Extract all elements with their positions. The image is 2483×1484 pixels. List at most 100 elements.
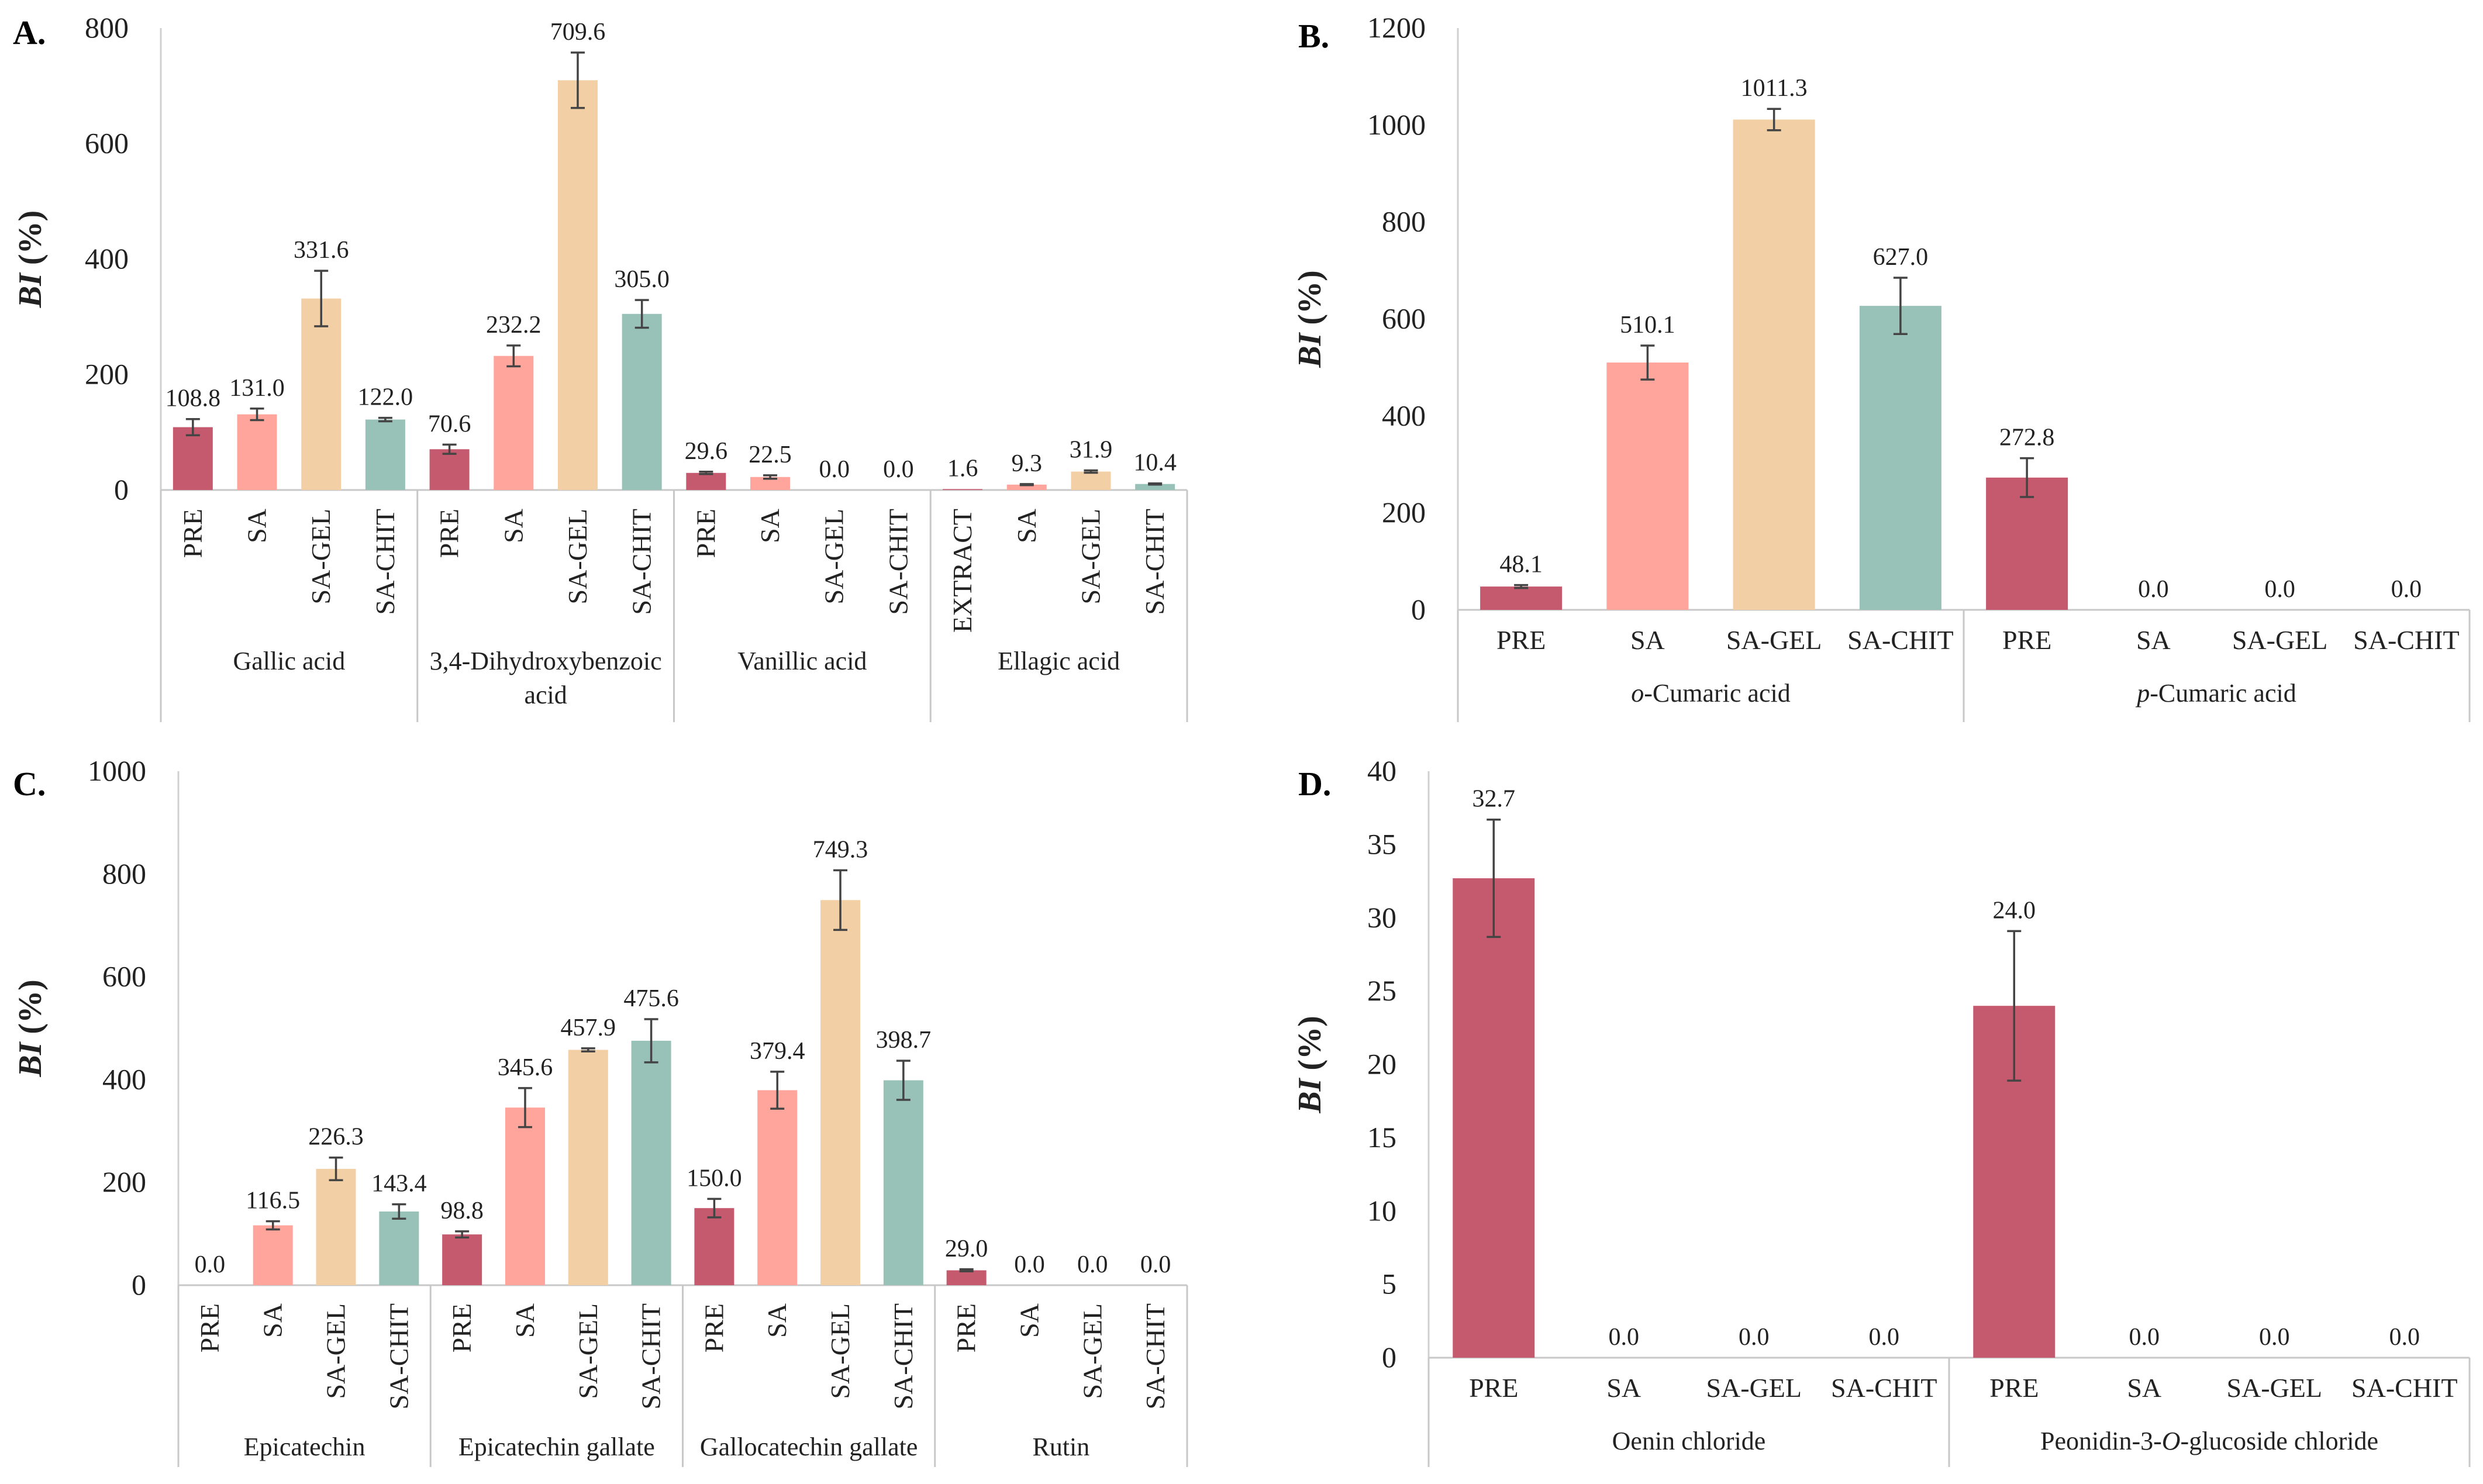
- a-value-label: 29.6: [685, 438, 728, 465]
- c-bar: [316, 1169, 356, 1285]
- b-y-tick-label: 200: [1382, 496, 1426, 529]
- a-bar: [494, 356, 534, 490]
- a-bar: [365, 419, 405, 490]
- a-tick-label: SA: [242, 509, 272, 543]
- d-value-label: 0.0: [1609, 1324, 1640, 1351]
- c-tick-label: SA-GEL: [1077, 1303, 1107, 1399]
- a-bar: [622, 313, 662, 490]
- c-tick-label: SA-CHIT: [636, 1303, 666, 1409]
- d-group-label-part: O: [2162, 1427, 2181, 1455]
- b-y-tick-label: 600: [1382, 302, 1426, 335]
- c-group-label-line: Gallocatechin gallate: [700, 1433, 918, 1461]
- a-tick-label: SA: [755, 509, 785, 543]
- a-value-label: 232.2: [486, 312, 542, 339]
- d-y-axis-title-em: BI: [1292, 1077, 1328, 1113]
- b-group-label-em: p: [2135, 679, 2150, 708]
- a-value-label: 70.6: [428, 410, 471, 437]
- b-bar: [1606, 363, 1689, 610]
- b-tick-label: SA: [1630, 625, 1665, 655]
- c-y-tick-label: 600: [102, 960, 146, 993]
- c-value-label: 345.6: [498, 1054, 553, 1081]
- a-value-label: 22.5: [749, 441, 792, 468]
- d-tick-label: SA: [2127, 1373, 2161, 1403]
- b-group-label-rest: -Cumaric acid: [2150, 679, 2296, 708]
- a-tick-label: SA-GEL: [306, 509, 336, 605]
- b-value-label: 272.8: [1999, 425, 2055, 451]
- d-y-axis-title-rest: (%): [1292, 1016, 1328, 1078]
- b-bar: [1480, 586, 1563, 610]
- c-value-label: 226.3: [308, 1124, 364, 1151]
- b-y-tick-label: 800: [1382, 205, 1426, 238]
- b-group-label-rest: -Cumaric acid: [1644, 679, 1790, 708]
- chart-c: 0 200 400 600 800 1000 BI (%) 0.0 PRE 116.5 SA 226.…: [12, 754, 1188, 1467]
- panel-a: A. 0 200 400 600 800 BI (%) 108.8 PRE 131.0 SA 331…: [0, 0, 1242, 742]
- b-y-tick-label: 400: [1382, 399, 1426, 432]
- d-y-tick-label: 30: [1367, 901, 1396, 934]
- d-value-label: 32.7: [1472, 786, 1516, 813]
- a-y-tick-label: 0: [114, 473, 129, 506]
- d-value-label: 0.0: [2259, 1324, 2290, 1351]
- a-bar: [557, 80, 598, 490]
- a-bar: [686, 472, 726, 490]
- b-tick-label: SA-GEL: [2232, 625, 2328, 655]
- a-group-label-line: Ellagic acid: [998, 647, 1120, 675]
- d-value-label: 0.0: [2389, 1324, 2420, 1351]
- c-group-label: Rutin: [1032, 1433, 1089, 1461]
- b-y-axis-title-em: BI: [1292, 332, 1328, 368]
- c-tick-label: SA: [762, 1303, 792, 1338]
- d-y-tick-label: 35: [1367, 827, 1396, 860]
- a-tick-label: PRE: [691, 509, 720, 558]
- panel-c-letter: C.: [13, 765, 46, 803]
- d-tick-label: SA-GEL: [2226, 1373, 2322, 1403]
- b-value-label: 48.1: [1499, 551, 1543, 578]
- b-group-label: o-Cumaric acid: [1631, 679, 1790, 708]
- c-value-label: 29.0: [945, 1235, 988, 1262]
- panel-d-letter: D.: [1298, 765, 1332, 803]
- d-group-label: Peonidin-3-O-glucoside chloride: [2040, 1427, 2378, 1455]
- c-tick-label: SA: [510, 1303, 540, 1338]
- c-bar: [946, 1270, 987, 1285]
- a-group-label: Ellagic acid: [998, 647, 1120, 675]
- a-tick-label: SA-GEL: [1075, 509, 1105, 605]
- d-y-tick-label: 25: [1367, 974, 1396, 1007]
- c-tick-label: PRE: [447, 1303, 477, 1352]
- b-value-label: 1011.3: [1741, 75, 1808, 102]
- a-value-label: 709.6: [550, 19, 606, 46]
- b-tick-label: SA-CHIT: [2353, 625, 2459, 655]
- a-y-tick-label: 200: [85, 358, 129, 391]
- d-y-tick-label: 40: [1367, 754, 1396, 787]
- a-group-label-line: Gallic acid: [233, 647, 345, 675]
- b-value-label: 0.0: [2264, 576, 2295, 603]
- d-y-tick-label: 0: [1382, 1341, 1396, 1373]
- b-group-label-em: o: [1631, 679, 1644, 708]
- c-y-axis-title-rest: (%): [12, 979, 49, 1042]
- d-bar: [1453, 878, 1535, 1358]
- a-bar: [750, 477, 791, 490]
- c-bar: [883, 1080, 923, 1285]
- b-tick-label: PRE: [1496, 625, 1546, 655]
- a-tick-label: PRE: [178, 509, 208, 558]
- a-y-axis-title: BI (%): [12, 210, 49, 308]
- c-bar: [820, 900, 861, 1285]
- panel-c: C. 0 200 400 600 800 1000 BI (%) 0.0 PRE 116.5 SA 2…: [0, 742, 1242, 1484]
- chart-a: 0 200 400 600 800 BI (%) 108.8 PRE 131.0 SA 331.6 S…: [12, 11, 1188, 722]
- c-group-label: Epicatechin gallate: [458, 1433, 655, 1461]
- a-y-tick-label: 800: [85, 11, 129, 44]
- a-value-label: 10.4: [1133, 450, 1177, 477]
- c-y-tick-label: 0: [132, 1268, 146, 1301]
- c-tick-label: SA-GEL: [321, 1303, 351, 1399]
- c-y-axis-title: BI (%): [12, 979, 49, 1077]
- b-tick-label: SA: [2136, 625, 2171, 655]
- c-value-label: 0.0: [1014, 1251, 1045, 1278]
- c-value-label: 116.5: [246, 1188, 300, 1214]
- c-bar: [757, 1090, 798, 1285]
- c-value-label: 143.4: [371, 1171, 427, 1197]
- panel-b: B. 0 200 400 600 800 1000 1200 BI (%) 48.1 PRE 510…: [1242, 0, 2483, 742]
- c-y-axis-title-em: BI: [12, 1041, 49, 1077]
- d-value-label: 0.0: [1739, 1324, 1770, 1351]
- a-bar: [173, 427, 213, 490]
- b-group-label: p-Cumaric acid: [2135, 679, 2296, 708]
- c-bar: [694, 1208, 734, 1285]
- c-group-label: Gallocatechin gallate: [700, 1433, 918, 1461]
